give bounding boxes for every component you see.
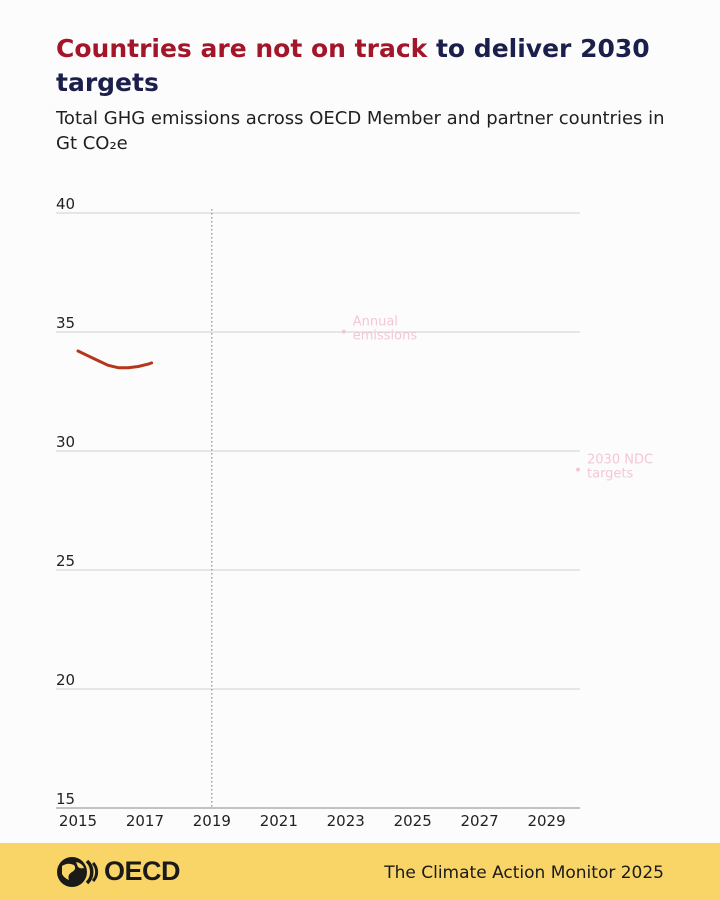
annotation-label: 2030 NDC [587, 453, 653, 468]
x-axis-ticks: 2015 2017 2019 2021 2023 2025 2027 2029 [59, 812, 566, 830]
chart-subtitle: Total GHG emissions across OECD Member a… [56, 108, 665, 154]
series-group [76, 349, 154, 370]
annotation-marker [341, 329, 346, 334]
gridlines [56, 212, 580, 809]
y-tick-label: 35 [56, 314, 75, 332]
oecd-globe-icon [57, 857, 99, 887]
y-tick-label: 20 [56, 671, 75, 689]
x-tick-label: 2017 [126, 812, 164, 830]
annotation-label: Annual [353, 315, 398, 330]
oecd-logo: OECD [56, 855, 196, 889]
annotation-marker [576, 467, 580, 472]
title-highlight: Countries are not on track [56, 34, 428, 63]
annotation-label: targets [587, 467, 634, 482]
x-tick-label: 2021 [260, 812, 298, 830]
y-tick-label: 40 [56, 195, 75, 213]
oecd-logo-text: OECD [104, 856, 181, 886]
publication-title: The Climate Action Monitor 2025 [384, 863, 664, 883]
x-tick-label: 2025 [394, 812, 432, 830]
x-tick-label: 2015 [59, 812, 97, 830]
x-tick-label: 2029 [527, 812, 565, 830]
chart-title: Countries are not on track to deliver 20… [56, 32, 666, 100]
footer-bar: OECD The Climate Action Monitor 2025 [0, 843, 720, 900]
y-tick-label: 30 [56, 433, 75, 451]
y-axis-ticks: 15 20 25 30 35 40 [56, 195, 75, 808]
x-tick-label: 2019 [193, 812, 231, 830]
title-rest: to deliver 2030 targets [56, 34, 650, 97]
x-tick-label: 2023 [327, 812, 365, 830]
y-tick-label: 15 [56, 790, 75, 808]
y-tick-label: 25 [56, 552, 75, 570]
series-line-0 [76, 349, 154, 370]
annotation-label: emissions [353, 329, 418, 344]
x-tick-label: 2027 [461, 812, 499, 830]
